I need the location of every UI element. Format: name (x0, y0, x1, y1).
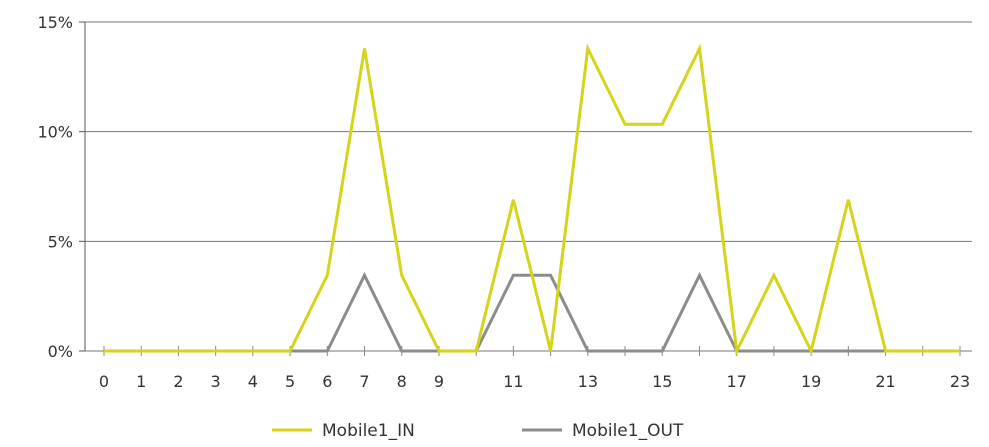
legend: Mobile1_IN Mobile1_OUT (272, 421, 684, 441)
series-line-Mobile1_IN (104, 43, 960, 357)
y-tick-label: 0% (48, 342, 73, 361)
y-tick-label: 15% (37, 13, 73, 32)
x-tick-label: 19 (801, 372, 821, 391)
x-tick-label: 21 (875, 372, 895, 391)
x-tick-label: 11 (503, 372, 523, 391)
axes (84, 22, 972, 352)
legend-label: Mobile1_IN (322, 421, 415, 441)
x-tick-label: 4 (248, 372, 258, 391)
x-tick-label: 1 (136, 372, 146, 391)
x-tick-labels: 0 1 2 3 4 5 6 7 8 9 11 13 15 17 19 21 23 (99, 346, 970, 391)
x-tick-label: 6 (322, 372, 332, 391)
series-line-Mobile1_OUT (104, 271, 960, 353)
x-tick-label: 3 (211, 372, 221, 391)
y-tick-label: 5% (48, 232, 73, 251)
x-tick-label: 17 (727, 372, 747, 391)
y-tick-labels: 0% 5% 10% 15% (37, 13, 73, 361)
y-tick-label: 10% (37, 123, 73, 142)
grid-lines (79, 21, 972, 352)
x-tick-label: 15 (652, 372, 672, 391)
x-tick-label: 7 (359, 372, 369, 391)
x-tick-label: 23 (950, 372, 970, 391)
x-tick-label: 2 (173, 372, 183, 391)
series-lines (103, 43, 961, 357)
x-tick-label: 9 (434, 372, 444, 391)
x-tick-label: 13 (578, 372, 598, 391)
x-tick-label: 5 (285, 372, 295, 391)
legend-label: Mobile1_OUT (572, 421, 684, 441)
x-tick-label: 8 (397, 372, 407, 391)
x-tick-label: 0 (99, 372, 109, 391)
